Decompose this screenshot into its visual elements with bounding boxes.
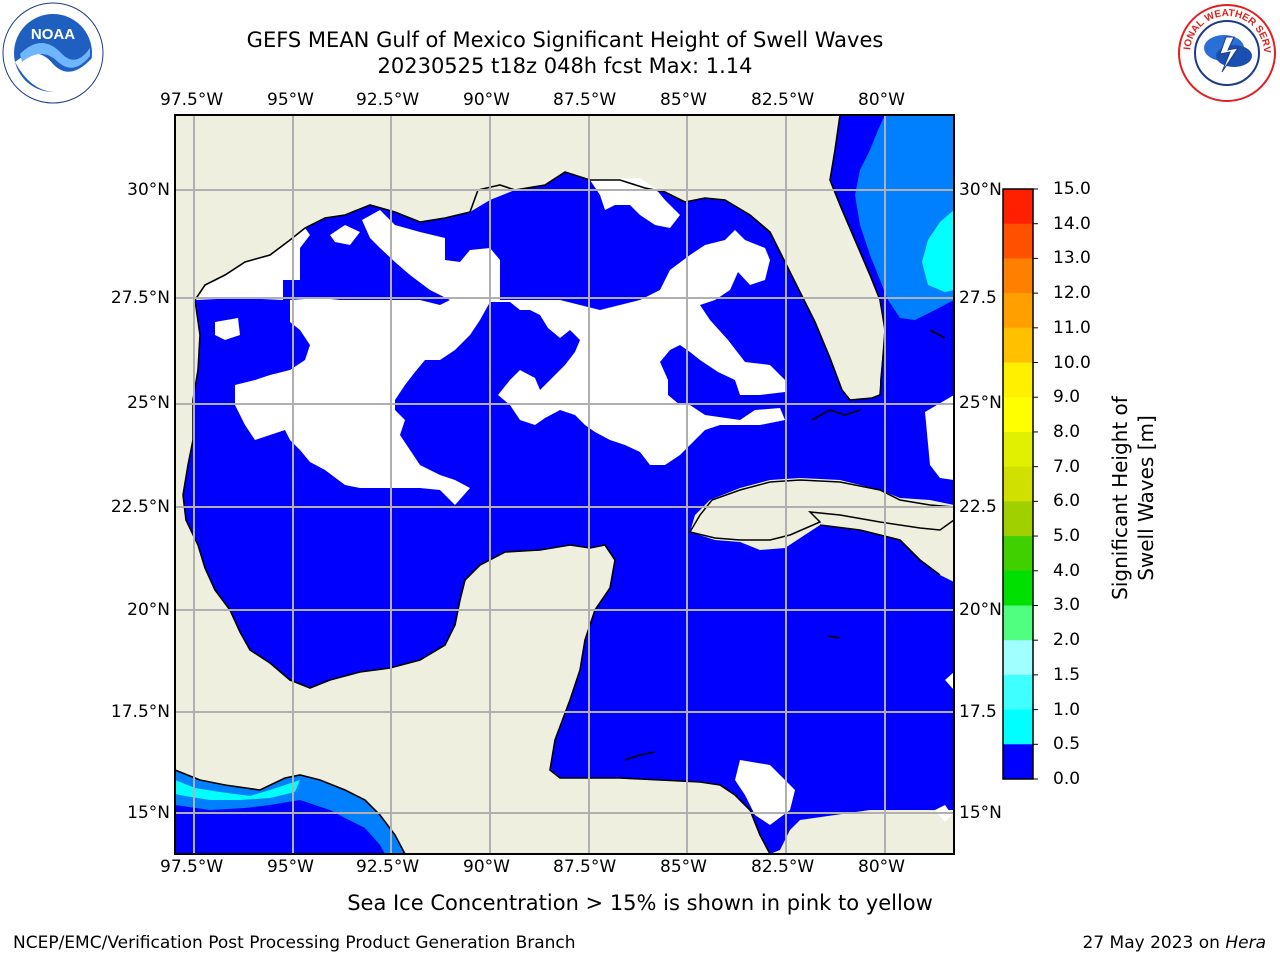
lon-tick-bottom: 85°W bbox=[660, 857, 707, 877]
colorbar-segment bbox=[1003, 536, 1033, 572]
colorbar-segment bbox=[1003, 258, 1033, 294]
colorbar-tick-label: 5.0 bbox=[1053, 526, 1081, 547]
lat-tick-left: 22.5°N bbox=[110, 497, 170, 517]
lon-tick-bottom: 87.5°W bbox=[553, 857, 617, 877]
lon-tick-top: 97.5°W bbox=[160, 90, 224, 110]
map-frame bbox=[174, 114, 955, 855]
lat-tick-left: 15°N bbox=[127, 803, 170, 823]
colorbar-segment bbox=[1003, 605, 1033, 641]
lat-tick-right: 27.5 bbox=[959, 288, 997, 308]
nws-logo: NATIONAL WEATHER SERVICE bbox=[1176, 2, 1278, 104]
colorbar-tick-label: 12.0 bbox=[1053, 283, 1091, 304]
lat-tick-right: 22.5 bbox=[959, 497, 997, 517]
colorbar-segment bbox=[1003, 397, 1033, 433]
lat-tick-right: 17.5 bbox=[959, 702, 997, 722]
colorbar-tick-label: 1.5 bbox=[1053, 664, 1081, 685]
colorbar-segment bbox=[1003, 293, 1033, 329]
colorbar bbox=[1003, 189, 1033, 780]
colorbar-tick-label: 13.0 bbox=[1053, 248, 1091, 269]
lat-tick-left: 20°N bbox=[127, 600, 170, 620]
lat-tick-right: 25°N bbox=[959, 393, 1002, 413]
colorbar-tick-label: 2.0 bbox=[1053, 630, 1081, 651]
footer-host: Hera bbox=[1225, 933, 1266, 953]
colorbar-title: Significant Height of Swell Waves [m] bbox=[1108, 396, 1158, 600]
cuba bbox=[688, 479, 954, 541]
colorbar-tick-label: 9.0 bbox=[1053, 387, 1081, 408]
colorbar-tick-label: 6.0 bbox=[1053, 491, 1081, 512]
colorbar-tick-label: 0.5 bbox=[1053, 734, 1081, 755]
colorbar-tick-label: 10.0 bbox=[1053, 352, 1091, 373]
lon-tick-top: 82.5°W bbox=[751, 90, 815, 110]
colorbar-tick-label: 11.0 bbox=[1053, 317, 1091, 338]
colorbar-segment bbox=[1003, 223, 1033, 259]
lat-tick-left: 25°N bbox=[127, 393, 170, 413]
lon-tick-bottom: 95°W bbox=[267, 857, 314, 877]
colorbar-tick-label: 0.0 bbox=[1053, 769, 1081, 789]
footer-date: 27 May 2023 on Hera bbox=[1083, 933, 1267, 953]
noaa-logo: NOAA bbox=[2, 2, 104, 104]
atlantic-cyan bbox=[922, 210, 954, 292]
lon-tick-bottom: 97.5°W bbox=[160, 857, 224, 877]
lon-tick-top: 95°W bbox=[267, 90, 314, 110]
lon-tick-top: 85°W bbox=[660, 90, 707, 110]
colorbar-segment bbox=[1003, 674, 1033, 711]
colorbar-segment bbox=[1003, 327, 1033, 364]
colorbar-tick-label: 15.0 bbox=[1053, 179, 1091, 199]
map-subtitle: 20230525 t18z 048h fcst Max: 1.14 bbox=[377, 54, 753, 78]
lat-tick-right: 20°N bbox=[959, 600, 1002, 620]
colorbar-tick-label: 3.0 bbox=[1053, 595, 1081, 616]
lon-tick-bottom: 82.5°W bbox=[751, 857, 815, 877]
map-title: GEFS MEAN Gulf of Mexico Significant Hei… bbox=[246, 28, 884, 52]
graticule bbox=[175, 115, 954, 854]
colorbar-frame bbox=[1002, 188, 1034, 780]
colorbar-tick-label: 14.0 bbox=[1053, 213, 1091, 234]
white-patches bbox=[195, 178, 954, 825]
lon-tick-top: 92.5°W bbox=[356, 90, 420, 110]
lon-tick-top: 80°W bbox=[858, 90, 905, 110]
noaa-logo-text: NOAA bbox=[31, 26, 75, 43]
sea-ice-note: Sea Ice Concentration > 15% is shown in … bbox=[347, 891, 933, 915]
lat-tick-left: 17.5°N bbox=[110, 702, 170, 722]
lon-tick-top: 90°W bbox=[463, 90, 510, 110]
lat-tick-right: 15°N bbox=[959, 803, 1002, 823]
colorbar-segment bbox=[1003, 744, 1033, 780]
colorbar-segment bbox=[1003, 501, 1033, 537]
colorbar-tick-label: 1.0 bbox=[1053, 699, 1081, 720]
lat-tick-left: 27.5°N bbox=[110, 288, 170, 308]
colorbar-tick-marks bbox=[1033, 188, 1038, 780]
colorbar-segment bbox=[1003, 570, 1033, 606]
colorbar-tick-label: 4.0 bbox=[1053, 560, 1081, 581]
lat-tick-right: 30°N bbox=[959, 180, 1002, 200]
footer-date-text: 27 May 2023 on bbox=[1082, 933, 1226, 953]
colorbar-segment bbox=[1003, 431, 1033, 468]
colorbar-segment bbox=[1003, 189, 1033, 225]
lon-tick-top: 87.5°W bbox=[553, 90, 617, 110]
colorbar-segment bbox=[1003, 640, 1033, 676]
lon-tick-bottom: 92.5°W bbox=[356, 857, 420, 877]
colorbar-segment bbox=[1003, 709, 1033, 745]
lat-tick-left: 30°N bbox=[127, 180, 170, 200]
colorbar-tick-label: 7.0 bbox=[1053, 456, 1081, 477]
footer-credit: NCEP/EMC/Verification Post Processing Pr… bbox=[13, 933, 576, 953]
lon-tick-bottom: 90°W bbox=[463, 857, 510, 877]
colorbar-segment bbox=[1003, 362, 1033, 398]
colorbar-segment bbox=[1003, 466, 1033, 502]
colorbar-tick-label: 8.0 bbox=[1053, 421, 1081, 442]
map-area bbox=[175, 115, 954, 854]
lon-tick-bottom: 80°W bbox=[858, 857, 905, 877]
pacific-cyan bbox=[175, 780, 300, 800]
